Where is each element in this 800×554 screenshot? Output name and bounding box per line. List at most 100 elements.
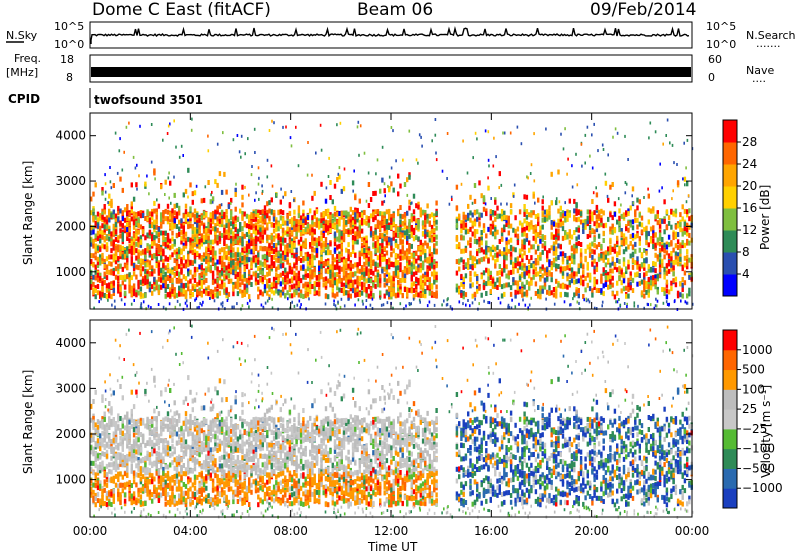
nsky-frame	[89, 21, 693, 49]
data-cell	[575, 242, 578, 248]
data-cell	[487, 271, 490, 277]
data-cell	[315, 282, 319, 287]
data-cell	[686, 138, 689, 142]
data-cell	[162, 219, 165, 225]
data-cell	[557, 169, 560, 175]
data-cell	[579, 248, 583, 254]
data-cell	[322, 282, 325, 288]
data-cell	[663, 274, 666, 280]
data-cell	[299, 246, 303, 252]
data-cell	[564, 230, 567, 235]
data-cell	[374, 215, 377, 221]
data-cell	[338, 221, 341, 227]
data-cell	[561, 273, 565, 279]
data-cell	[187, 221, 190, 227]
data-cell	[117, 275, 120, 281]
data-cell	[399, 289, 402, 295]
data-cell	[123, 253, 127, 259]
data-cell	[573, 230, 576, 235]
data-cell	[478, 285, 481, 291]
data-cell	[168, 171, 170, 175]
data-cell	[649, 275, 653, 281]
data-cell	[369, 269, 373, 274]
data-cell	[388, 277, 391, 282]
data-cell	[236, 278, 240, 283]
data-cell	[196, 238, 199, 244]
data-cell	[397, 191, 400, 197]
data-cell	[110, 261, 113, 267]
data-cell	[259, 245, 262, 251]
data-cell	[202, 274, 206, 280]
data-cell	[647, 264, 650, 270]
data-cell	[381, 220, 384, 226]
data-cell	[399, 249, 402, 255]
data-cell	[595, 261, 599, 267]
data-cell	[275, 233, 278, 239]
data-cell	[428, 213, 431, 219]
data-cell	[117, 205, 120, 211]
data-cell	[354, 252, 357, 258]
data-cell	[331, 265, 334, 271]
data-cell	[193, 272, 197, 278]
data-cell	[665, 279, 669, 285]
data-cell	[175, 265, 179, 271]
data-cell	[288, 232, 292, 238]
data-cell	[198, 224, 201, 230]
data-cell	[399, 255, 402, 261]
data-cell	[627, 158, 629, 161]
data-cell	[108, 288, 111, 293]
data-cell	[128, 238, 131, 244]
data-cell	[169, 245, 172, 251]
data-cell	[435, 151, 437, 155]
data-cell	[579, 242, 583, 247]
data-cell	[561, 226, 565, 232]
data-cell	[388, 257, 391, 263]
data-cell	[96, 260, 100, 266]
data-cell	[196, 289, 199, 295]
data-cell	[126, 246, 129, 252]
data-cell	[173, 192, 176, 198]
data-cell	[512, 227, 515, 233]
data-cell	[408, 234, 411, 240]
data-cell	[487, 268, 490, 274]
data-cell	[618, 275, 621, 281]
data-cell	[464, 292, 468, 298]
data-cell	[153, 279, 156, 285]
data-cell	[514, 247, 517, 253]
data-cell	[631, 194, 633, 198]
data-cell	[92, 253, 95, 259]
data-cell	[311, 273, 314, 279]
data-cell	[411, 201, 413, 205]
data-cell	[304, 226, 307, 232]
data-cell	[261, 225, 264, 231]
data-cell	[148, 260, 152, 266]
data-cell	[155, 280, 158, 286]
data-cell	[279, 209, 282, 215]
data-cell	[394, 267, 398, 273]
data-cell	[281, 218, 285, 224]
data-cell	[582, 279, 585, 285]
data-cell	[306, 291, 310, 297]
data-cell	[367, 284, 371, 289]
data-cell	[114, 229, 118, 235]
data-cell	[430, 224, 434, 230]
data-cell	[489, 270, 492, 276]
data-cell	[372, 242, 375, 248]
data-cell	[207, 243, 210, 248]
data-cell	[622, 249, 626, 255]
data-cell	[132, 196, 136, 202]
data-cell	[573, 254, 576, 260]
data-cell	[248, 215, 251, 221]
data-cell	[624, 191, 627, 195]
data-cell	[676, 180, 680, 186]
data-cell	[379, 274, 382, 280]
data-cell	[611, 182, 614, 187]
data-cell	[363, 210, 366, 216]
data-cell	[302, 264, 305, 270]
data-cell	[304, 272, 307, 278]
data-cell	[410, 270, 413, 276]
data-cell	[134, 166, 137, 170]
data-cell	[543, 235, 547, 241]
data-cell	[146, 174, 148, 178]
data-cell	[604, 250, 608, 256]
